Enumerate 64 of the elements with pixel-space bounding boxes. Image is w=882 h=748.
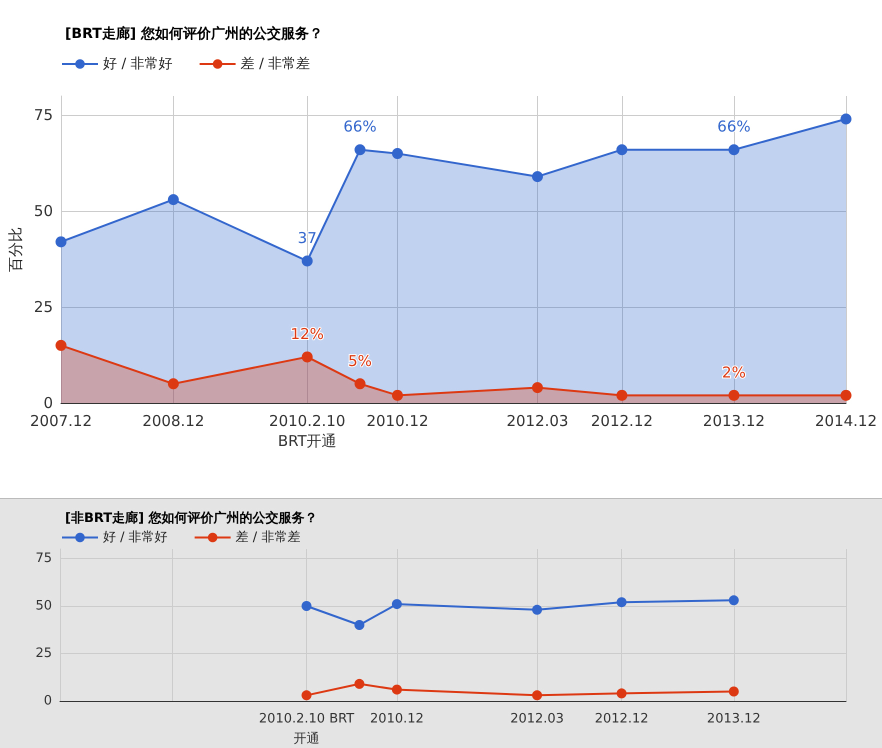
point: [354, 678, 364, 689]
y-tick-label: 0: [44, 694, 52, 708]
point: [728, 144, 740, 156]
point: [616, 597, 627, 608]
point: [532, 171, 543, 182]
point: [392, 390, 403, 401]
point: [840, 390, 852, 401]
x-tick-label: 2010.2.10 BRT 开通: [258, 712, 354, 746]
point: [56, 236, 66, 248]
data-label: 5%: [348, 352, 372, 370]
point: [840, 114, 852, 125]
point: [532, 382, 543, 394]
data-label: 66%: [717, 118, 751, 136]
y-tick-label: 75: [34, 106, 53, 124]
point: [616, 144, 628, 156]
point: [302, 351, 313, 362]
point: [354, 620, 364, 630]
point: [728, 390, 740, 401]
point: [392, 148, 403, 160]
x-tick-label: 2013.12: [702, 412, 765, 430]
y-axis-title: 百分比: [6, 227, 24, 272]
point: [532, 604, 542, 615]
point: [616, 688, 627, 698]
point: [354, 144, 366, 156]
x-tick-label: 2013.12: [706, 712, 761, 726]
point: [302, 256, 313, 267]
y-tick-label: 0: [43, 394, 53, 412]
x-tick-label: 2012.12: [590, 412, 653, 430]
x-tick-label: 2010.12: [366, 412, 428, 430]
data-label: 12%: [290, 324, 324, 343]
y-tick-label: 25: [35, 646, 52, 661]
point: [168, 194, 179, 206]
x-tick-label: 2010.12: [370, 712, 424, 726]
legend-label: 好 / 非常好: [103, 56, 173, 72]
x-tick-label: 2010.2.10 BRT开通: [269, 412, 346, 450]
chart-title: [非BRT走廊] 您如何评价广州的公交服务？: [65, 510, 318, 526]
legend-label: 差 / 非常差: [236, 530, 300, 545]
y-tick-label: 50: [34, 202, 53, 220]
x-tick-label: 2014.12: [814, 412, 878, 430]
point: [728, 595, 739, 606]
point: [392, 599, 402, 610]
data-label: 37: [298, 229, 317, 248]
data-label: 66%: [343, 118, 377, 136]
point: [168, 378, 179, 390]
legend-label: 好 / 非常好: [103, 530, 168, 545]
point: [56, 340, 66, 351]
x-tick-label: 2012.12: [594, 712, 648, 726]
legend-label: 差 / 非常差: [240, 56, 310, 72]
y-tick-label: 25: [34, 298, 53, 316]
y-tick-label: 50: [35, 598, 52, 614]
x-tick-label: 2012.03: [510, 712, 564, 726]
x-tick-label: 2012.03: [506, 412, 568, 430]
x-tick-label: 2008.12: [142, 412, 204, 430]
chart-title: [BRT走廊] 您如何评价广州的公交服务？: [65, 25, 324, 42]
x-tick-label: 2007.12: [30, 412, 92, 430]
point: [392, 684, 402, 695]
point: [532, 690, 542, 700]
point: [354, 378, 366, 390]
point: [616, 390, 628, 401]
point: [302, 601, 312, 611]
data-label: 2%: [722, 363, 746, 382]
point: [302, 690, 312, 700]
y-tick-label: 75: [35, 551, 52, 566]
point: [728, 686, 739, 696]
